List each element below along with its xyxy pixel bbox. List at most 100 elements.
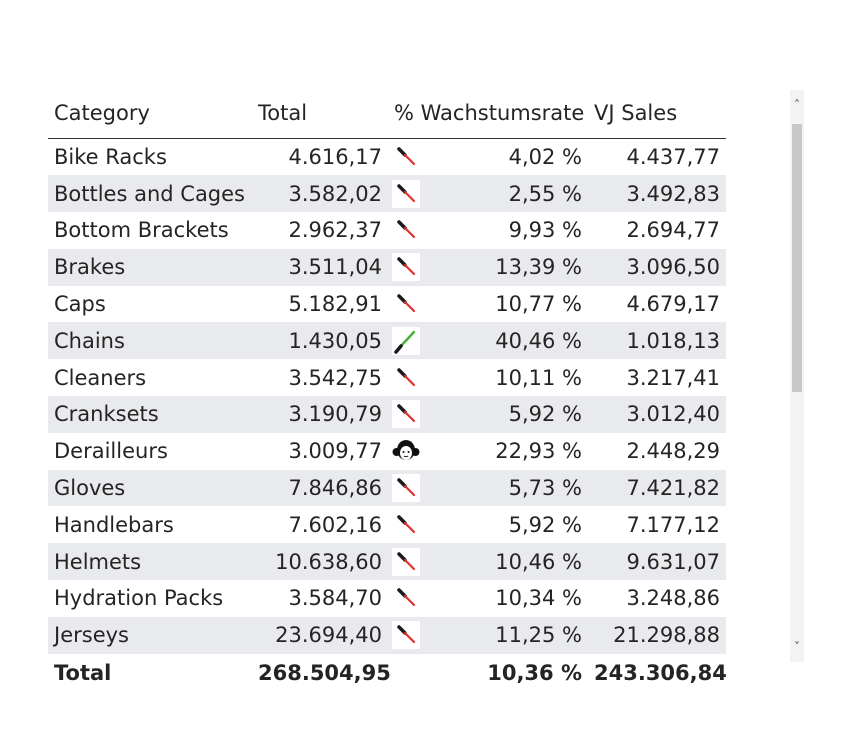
table-row[interactable]: Bottom Brackets 2.962,37 9,93 % 2.694,77 [48,212,726,249]
table-row[interactable]: Jerseys 23.694,40 11,25 % 21.298,88 [48,616,726,654]
cell-growth: 5,92 % [508,512,582,537]
cell-vj-sales: 1.018,13 [588,322,726,360]
cell-vj-sales: 7.421,82 [588,469,726,507]
total-icon-cell [388,653,434,693]
chevron-down-icon[interactable]: ˅ [794,640,800,654]
table-row[interactable]: Bike Racks 4.616,17 4,02 % 4.437,77 [48,139,726,176]
cell-total: 3.190,79 [252,396,388,433]
table-row[interactable]: Cranksets 3.190,79 5,92 % 3.012,40 [48,396,726,433]
red-lightsaber-icon [392,253,420,282]
cell-vj-sales: 3.012,40 [588,396,726,433]
cell-category: Caps [54,292,106,317]
cell-growth: 10,77 % [495,292,582,317]
cell-indicator [388,139,434,176]
cell-vj-sales: 4.679,17 [626,292,720,317]
table-row[interactable]: Cleaners 3.542,75 10,11 % 3.217,41 [48,359,726,396]
scrollbar-thumb[interactable] [792,124,802,392]
cell-vj-sales: 4.437,77 [626,144,720,169]
cell-indicator [388,359,434,396]
red-lightsaber-icon [392,216,420,244]
table-row[interactable]: Gloves 7.846,86 5,73 % 7.421,82 [48,469,726,507]
cell-indicator [388,175,434,213]
cell-indicator [388,580,434,617]
cell-growth: 5,73 % [434,469,588,507]
cell-category: Bottles and Cages [48,175,252,213]
red-lightsaber-icon [392,290,420,318]
red-lightsaber-icon [392,511,420,539]
cell-indicator [388,396,434,433]
cell-total: 10.638,60 [252,543,388,581]
total-growth: 10,36 % [434,653,588,693]
cell-category: Brakes [48,248,252,286]
cell-total: 1.430,05 [252,322,388,360]
cell-growth: 40,46 % [434,322,588,360]
cell-vj-sales: 9.631,07 [588,543,726,581]
total-row: Total 268.504,95 10,36 % 243.306,84 [48,653,727,693]
header-vj-sales[interactable]: VJ Sales [588,88,726,139]
red-lightsaber-icon [392,143,420,171]
data-table: Category Total % Wachstumsrate VJ Sales … [48,88,727,693]
cell-growth: 2,55 % [434,175,588,213]
table-row[interactable]: Handlebars 7.602,16 5,92 % 7.177,12 [48,506,726,543]
table-row[interactable]: Derailleurs 3.009,77 22,93 % 2.448,29 [48,433,726,470]
red-lightsaber-icon [392,584,420,612]
cell-total: 23.694,40 [252,616,388,654]
table-visual: Category Total % Wachstumsrate VJ Sales … [48,88,727,693]
cell-total: 3.009,77 [288,439,382,464]
cell-total: 3.542,75 [288,365,382,390]
cell-total: 4.616,17 [288,144,382,169]
cell-indicator [388,322,434,360]
red-lightsaber-icon [392,179,420,208]
table-row[interactable]: Chains 1.430,05 40,46 % 1.018,13 [48,322,726,360]
red-lightsaber-icon [392,400,420,429]
cell-total: 7.602,16 [288,512,382,537]
cell-category: Helmets [48,543,252,581]
red-lightsaber-icon [392,474,420,503]
cell-growth: 10,46 % [434,543,588,581]
cell-growth: 22,93 % [495,439,582,464]
cell-indicator [388,433,434,470]
cell-total: 7.846,86 [252,469,388,507]
cell-total: 3.582,02 [252,175,388,213]
chevron-up-icon[interactable]: ˄ [794,98,800,112]
cell-indicator [388,212,434,249]
green-lightsaber-icon [392,326,420,355]
cell-growth: 9,93 % [508,218,582,243]
header-category[interactable]: Category [48,88,252,139]
cell-indicator [388,248,434,286]
cell-growth: 10,34 % [495,586,582,611]
cell-vj-sales: 21.298,88 [588,616,726,654]
cell-category: Hydration Packs [54,586,224,611]
table-row[interactable]: Hydration Packs 3.584,70 10,34 % 3.248,86 [48,580,726,617]
vertical-scrollbar[interactable]: ˄ ˅ [790,90,804,662]
header-growth[interactable]: % Wachstumsrate [388,88,588,139]
cell-indicator [388,286,434,323]
princess-leia-icon [392,437,420,465]
cell-vj-sales: 2.694,77 [626,218,720,243]
table-row[interactable]: Brakes 3.511,04 13,39 % 3.096,50 [48,248,726,286]
cell-vj-sales: 2.448,29 [626,439,720,464]
cell-category: Bike Racks [54,144,167,169]
red-lightsaber-icon [392,364,420,392]
red-lightsaber-icon [392,547,420,576]
cell-category: Handlebars [54,512,174,537]
header-total[interactable]: Total [252,88,388,139]
table-row[interactable]: Caps 5.182,91 10,77 % 4.679,17 [48,286,726,323]
cell-category: Jerseys [48,616,252,654]
table-row[interactable]: Bottles and Cages 3.582,02 2,55 % 3.492,83 [48,175,726,213]
cell-indicator [388,506,434,543]
table-row[interactable]: Helmets 10.638,60 10,46 % 9.631,07 [48,543,726,581]
header-row: Category Total % Wachstumsrate VJ Sales [48,88,726,139]
cell-category: Cranksets [48,396,252,433]
cell-total: 2.962,37 [288,218,382,243]
cell-total: 3.584,70 [288,586,382,611]
cell-total: 5.182,91 [288,292,382,317]
cell-vj-sales: 7.177,12 [626,512,720,537]
cell-category: Derailleurs [54,439,168,464]
cell-growth: 5,92 % [434,396,588,433]
cell-vj-sales: 3.096,50 [588,248,726,286]
cell-indicator [388,616,434,654]
cell-category: Gloves [48,469,252,507]
cell-growth: 4,02 % [508,144,582,169]
total-total: 268.504,95 [252,653,391,693]
